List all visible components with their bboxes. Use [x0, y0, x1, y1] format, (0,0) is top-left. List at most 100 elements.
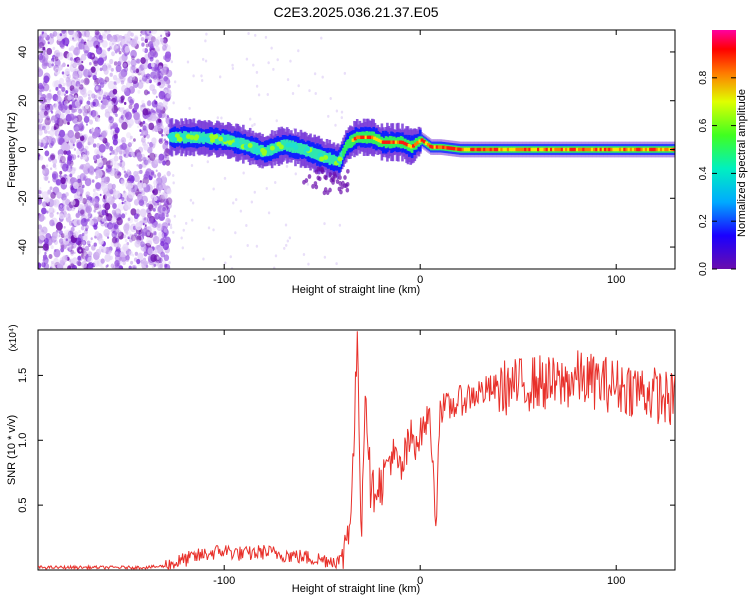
noise-blob	[157, 102, 164, 111]
noise-blob	[46, 47, 53, 56]
trace-hot-core	[597, 147, 601, 152]
trace-hot-core	[496, 147, 500, 152]
noise-blob	[54, 67, 61, 75]
trace-hot-core	[562, 147, 566, 152]
noise-blob	[97, 103, 101, 107]
noise-blob	[191, 218, 194, 222]
noise-blob	[141, 103, 146, 108]
noise-blob	[92, 216, 99, 224]
noise-blob	[169, 94, 172, 98]
trace-hot-core	[478, 147, 482, 152]
noise-blob	[102, 129, 108, 137]
trace-hot-core	[401, 140, 405, 145]
noise-blob	[275, 119, 278, 123]
noise-blob	[105, 265, 108, 268]
noise-blob	[204, 59, 208, 63]
snr-x-ticks: -100 0 100	[213, 330, 625, 587]
noise-blob	[42, 254, 48, 260]
noise-blob	[120, 136, 127, 144]
noise-blob	[38, 262, 42, 269]
noise-blob	[80, 155, 84, 160]
noise-blob	[93, 60, 99, 67]
noise-blob	[206, 160, 209, 164]
noise-blob	[61, 64, 64, 68]
noise-blob	[56, 211, 59, 215]
noise-blob	[87, 261, 94, 269]
noise-blob	[65, 178, 69, 182]
trace-hot-core	[491, 147, 495, 152]
trace-hot-core	[593, 147, 597, 152]
noise-blob	[267, 61, 270, 65]
noise-blob	[54, 49, 61, 58]
y-tick-label: 0	[17, 146, 29, 152]
noise-blob	[137, 194, 144, 202]
noise-blob	[267, 211, 271, 215]
noise-blob	[144, 224, 147, 227]
trace-hot-core	[543, 147, 547, 152]
noise-blob	[154, 245, 162, 253]
noise-blob	[142, 48, 146, 52]
noise-blob	[164, 263, 168, 268]
noise-blob	[154, 158, 160, 164]
noise-blob	[63, 100, 69, 106]
noise-blob	[257, 93, 261, 97]
trace-hot-core	[631, 147, 635, 152]
noise-blob	[137, 125, 140, 128]
trace-dropout	[328, 172, 333, 177]
noise-blob	[153, 38, 160, 47]
noise-blob	[69, 57, 73, 61]
noise-blob	[119, 160, 126, 168]
noise-blob	[88, 119, 94, 125]
noise-blob	[152, 235, 160, 245]
noise-blob	[66, 160, 71, 165]
trace-hot-core	[567, 147, 571, 152]
noise-blob	[96, 116, 101, 123]
noise-blob	[166, 188, 172, 195]
noise-blob	[110, 42, 118, 51]
noise-blob	[114, 168, 119, 175]
noise-blob	[70, 79, 76, 86]
noise-blob	[133, 170, 138, 177]
trace-blob	[222, 136, 228, 142]
noise-blob	[126, 132, 131, 139]
noise-blob	[73, 46, 81, 56]
noise-blob	[64, 182, 68, 186]
noise-blob	[340, 110, 344, 114]
noise-blob	[156, 256, 160, 260]
noise-blob	[132, 254, 135, 257]
noise-blob	[48, 109, 51, 113]
trace-dropout	[345, 187, 350, 193]
noise-blob	[147, 206, 151, 210]
noise-blob	[136, 188, 140, 192]
noise-blob	[283, 246, 286, 250]
noise-blob	[52, 231, 60, 240]
trace-hot-core	[418, 139, 422, 143]
trace-hot-core	[411, 144, 415, 148]
trace-hot-core	[444, 145, 448, 150]
trace-hot-core	[627, 147, 631, 152]
noise-blob	[109, 72, 113, 77]
noise-blob	[83, 171, 87, 175]
noise-blob	[38, 54, 44, 61]
noise-blob	[145, 34, 148, 38]
noise-blob	[159, 263, 163, 268]
trace-core-green	[184, 131, 188, 144]
noise-blob	[72, 143, 75, 147]
noise-blob	[85, 205, 92, 214]
trace-core-green	[342, 148, 345, 157]
noise-blob	[286, 78, 290, 82]
noise-blob	[50, 262, 57, 269]
noise-blob	[143, 89, 149, 96]
noise-blob	[340, 116, 344, 120]
trace-dropout	[322, 190, 327, 196]
trace-core-green	[251, 141, 255, 154]
trace-hot-core	[429, 144, 433, 149]
trace-dropout	[339, 189, 343, 195]
noise-blob	[115, 146, 121, 153]
noise-blob	[71, 264, 77, 269]
noise-blob	[223, 176, 227, 180]
noise-blob	[157, 195, 162, 201]
noise-blob	[142, 120, 146, 125]
noise-blob	[56, 95, 62, 103]
